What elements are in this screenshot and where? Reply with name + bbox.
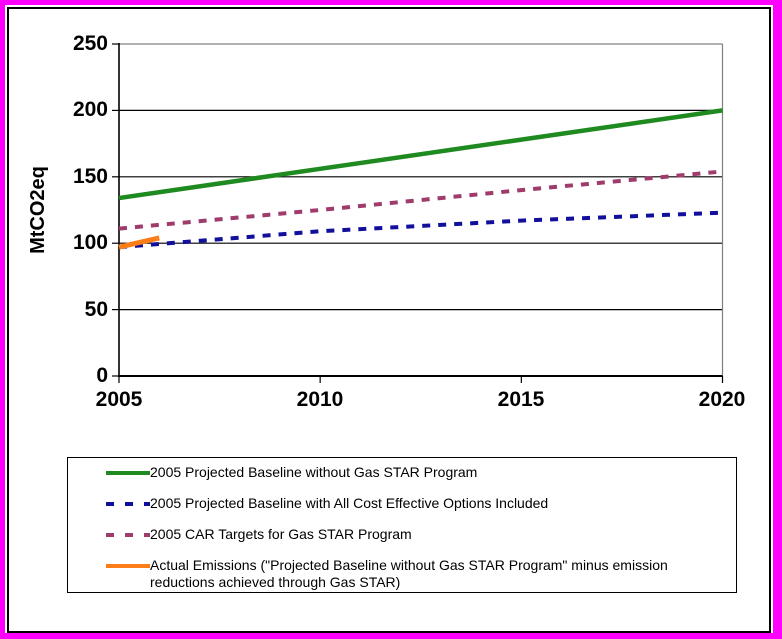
legend-label: 2005 Projected Baseline without Gas STAR… bbox=[150, 464, 478, 480]
legend-row-car-targets: 2005 CAR Targets for Gas STAR Program bbox=[106, 526, 736, 543]
y-tick-50: 50 bbox=[84, 298, 108, 321]
legend-label: 2005 Projected Baseline with All Cost Ef… bbox=[150, 495, 549, 511]
y-tick-150: 150 bbox=[72, 165, 108, 188]
purple-dashed-line-swatch bbox=[106, 533, 150, 537]
orange-solid-line-swatch bbox=[106, 564, 150, 568]
legend-row-actual-emissions: Actual Emissions ("Projected Baseline wi… bbox=[106, 557, 736, 591]
series-line-1 bbox=[118, 210, 723, 250]
legend-label: Actual Emissions ("Projected Baseline wi… bbox=[150, 557, 668, 590]
legend-row-baseline-without: 2005 Projected Baseline without Gas STAR… bbox=[106, 464, 736, 481]
x-tick-2005: 2005 bbox=[95, 388, 143, 411]
x-tick-2010: 2010 bbox=[296, 388, 344, 411]
series-line-3 bbox=[118, 235, 160, 250]
y-tick-200: 200 bbox=[72, 98, 108, 121]
x-tick-2015: 2015 bbox=[497, 388, 545, 411]
series-line-0 bbox=[118, 108, 723, 201]
plot-area bbox=[112, 43, 724, 383]
legend-box: 2005 Projected Baseline without Gas STAR… bbox=[67, 457, 737, 593]
legend-label: 2005 CAR Targets for Gas STAR Program bbox=[150, 526, 412, 542]
y-tick-100: 100 bbox=[72, 231, 108, 254]
series-line-2 bbox=[118, 169, 723, 231]
y-tick-250: 250 bbox=[72, 32, 108, 55]
x-tick-2020: 2020 bbox=[698, 388, 746, 411]
blue-dashed-line-swatch bbox=[106, 502, 150, 506]
legend-row-baseline-with-options: 2005 Projected Baseline with All Cost Ef… bbox=[106, 495, 736, 512]
y-tick-0: 0 bbox=[96, 364, 108, 387]
green-solid-line-swatch bbox=[106, 471, 150, 475]
